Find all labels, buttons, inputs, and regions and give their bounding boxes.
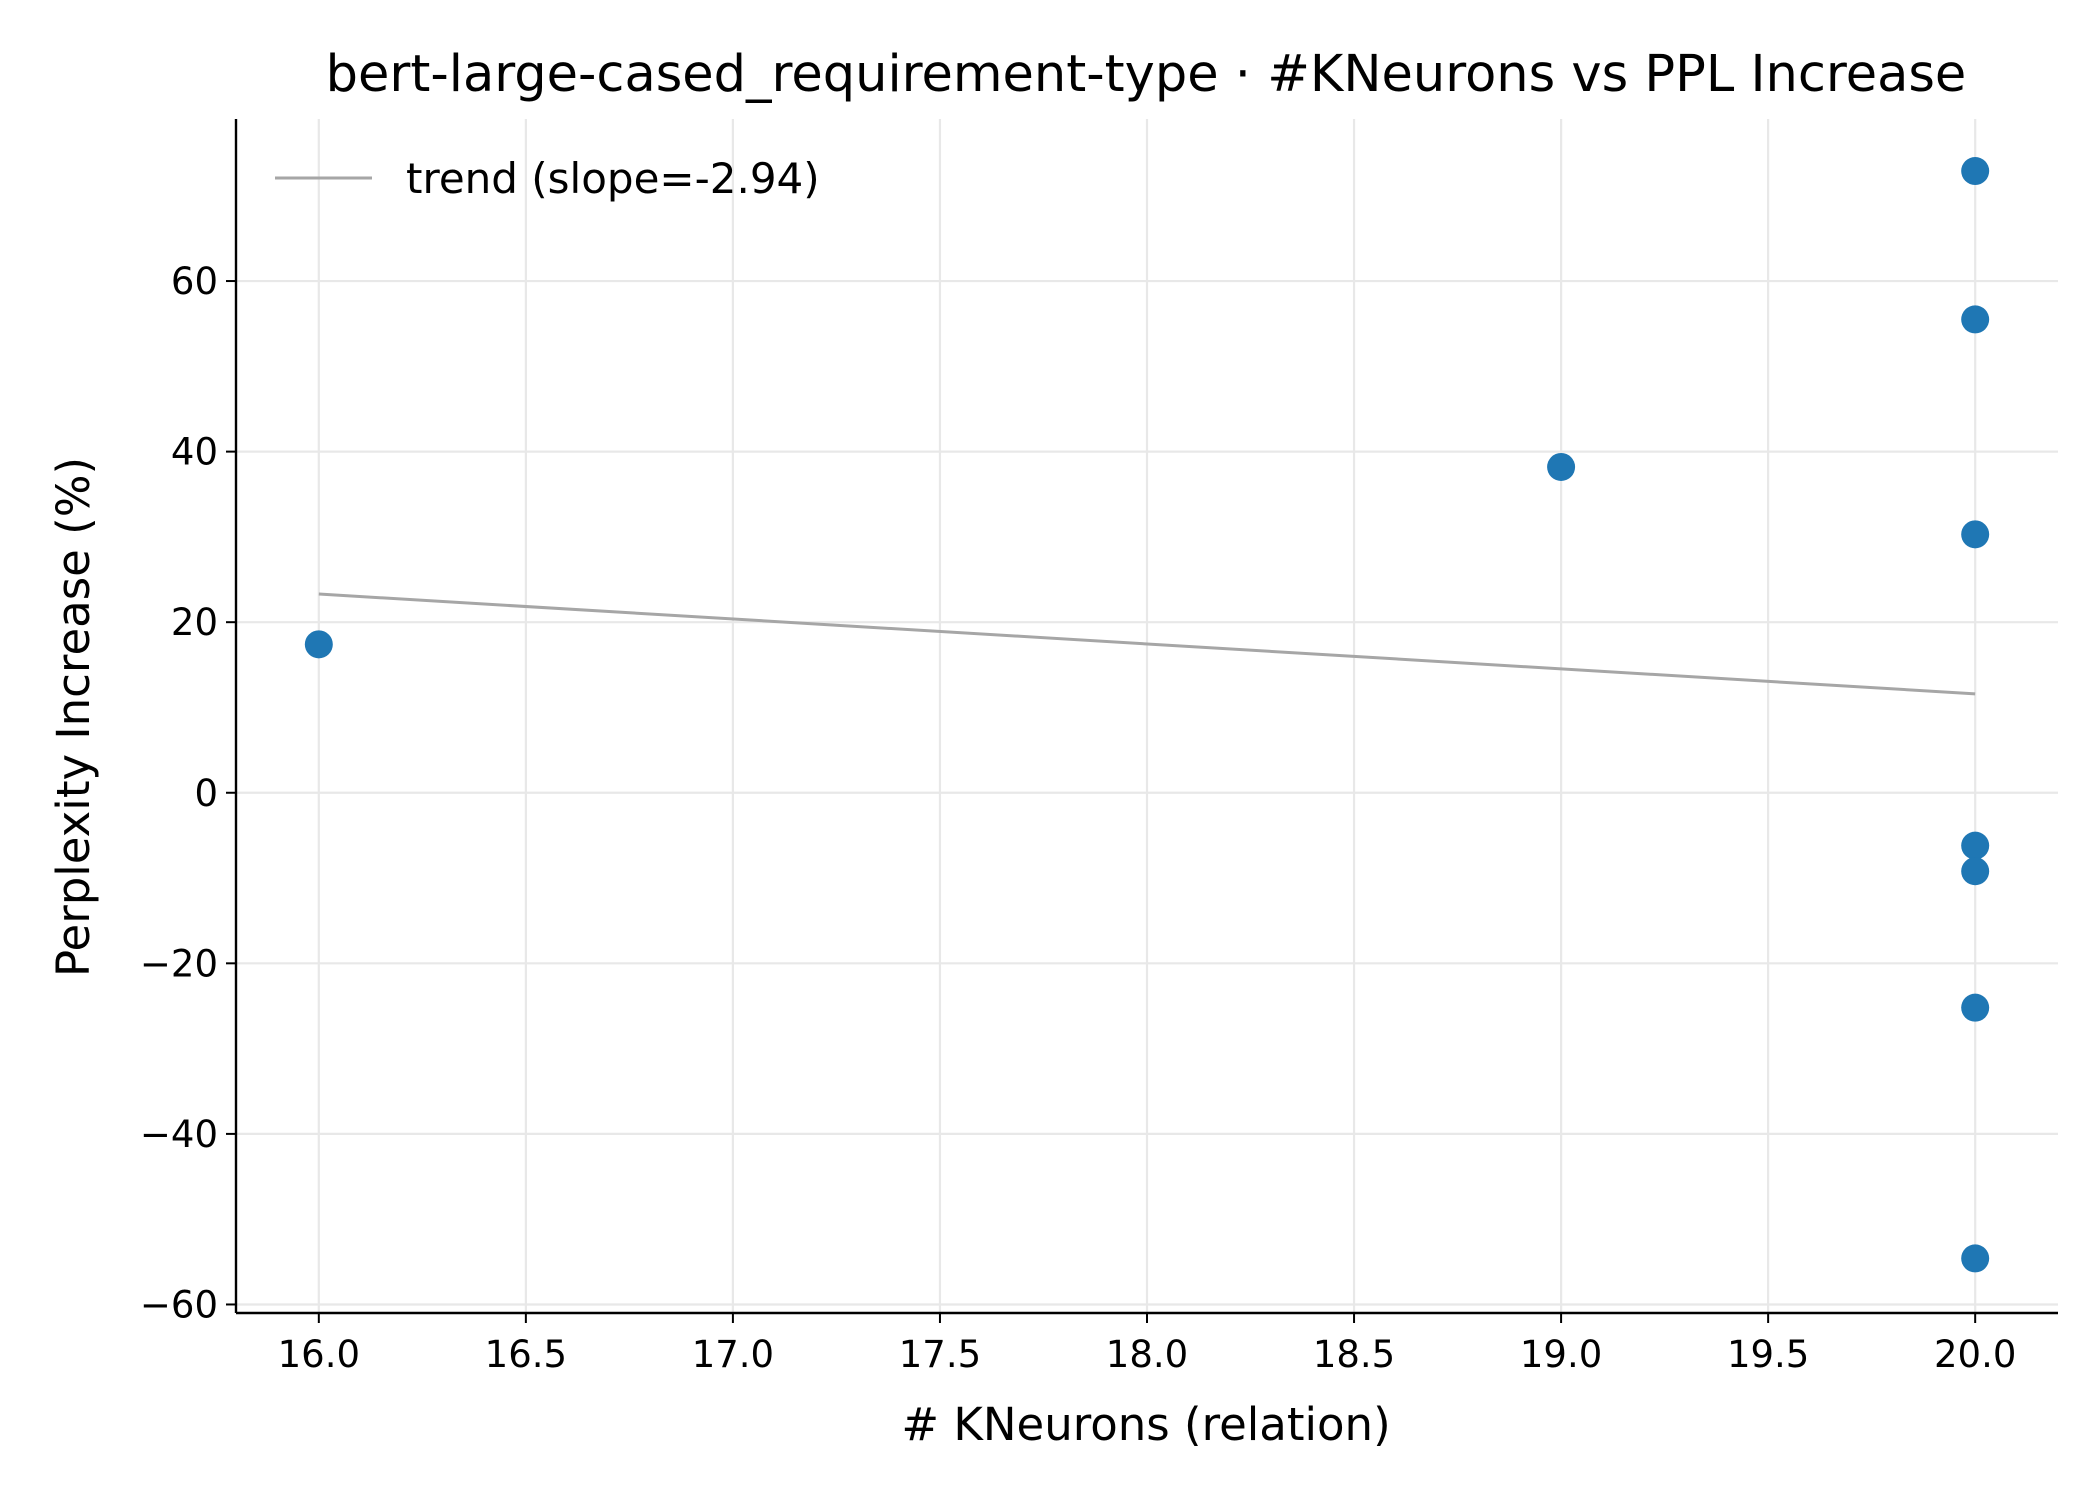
- grid: [236, 119, 2058, 1313]
- x-tick-label: 20.0: [1934, 1333, 2016, 1376]
- x-tick-label: 19.5: [1727, 1333, 1809, 1376]
- y-tick-label: −40: [140, 1113, 218, 1156]
- x-tick-label: 17.5: [899, 1333, 981, 1376]
- data-point: [1961, 993, 1990, 1022]
- trend-layer: [318, 592, 1976, 696]
- trend-line: [318, 592, 1976, 696]
- x-tick-label: 18.5: [1313, 1333, 1395, 1376]
- y-tick-label: 60: [171, 260, 218, 303]
- y-tick-label: 0: [194, 772, 218, 815]
- x-tick-label: 16.5: [485, 1333, 567, 1376]
- data-point: [1961, 305, 1990, 334]
- x-axis-title: # KNeurons (relation): [901, 1398, 1390, 1451]
- data-points: [304, 157, 1990, 1273]
- legend-trend-label: trend (slope=-2.94): [406, 154, 820, 203]
- ticks: 16.0 16.5 17.0 17.5 18.0 18.5 19.0 19.5 20.0 −60 −…: [140, 260, 2016, 1376]
- legend: trend (slope=-2.94): [275, 154, 820, 203]
- data-point: [1961, 857, 1990, 886]
- y-tick-label: −20: [140, 942, 218, 985]
- data-point: [1547, 452, 1576, 481]
- y-tick-label: −60: [140, 1283, 218, 1326]
- data-point: [1961, 1244, 1990, 1273]
- data-point: [304, 630, 333, 659]
- data-point: [1961, 520, 1990, 549]
- chart-title: bert-large-cased_requirement-type · #KNe…: [326, 45, 1967, 104]
- x-tick-label: 16.0: [278, 1333, 360, 1376]
- y-tick-label: 40: [171, 431, 218, 474]
- x-tick-label: 17.0: [692, 1333, 774, 1376]
- x-tick-label: 18.0: [1106, 1333, 1188, 1376]
- y-tick-label: 20: [171, 601, 218, 644]
- data-point: [1961, 157, 1990, 186]
- x-tick-label: 19.0: [1520, 1333, 1602, 1376]
- data-point: [1961, 831, 1990, 860]
- y-axis-title: Perplexity Increase (%): [47, 457, 100, 977]
